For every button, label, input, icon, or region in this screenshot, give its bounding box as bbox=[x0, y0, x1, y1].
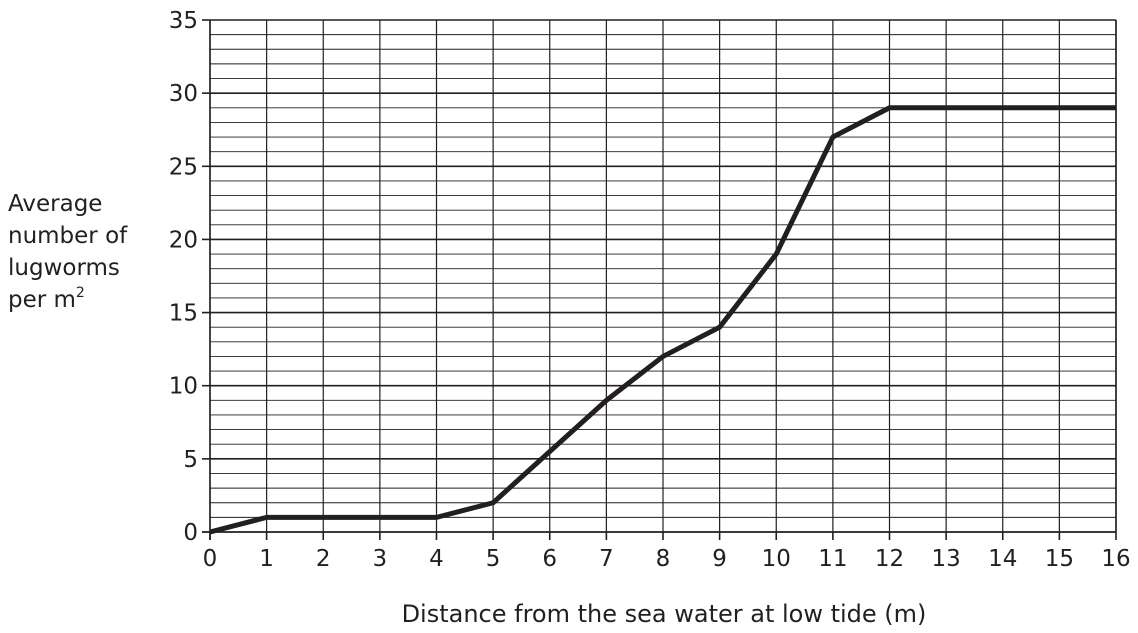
y-tick-label: 25 bbox=[169, 154, 198, 180]
x-tick-label: 9 bbox=[712, 546, 727, 572]
y-tick-label: 20 bbox=[169, 227, 198, 253]
x-tick-label: 2 bbox=[316, 546, 331, 572]
y-tick-label: 5 bbox=[183, 447, 198, 473]
x-tick-label: 11 bbox=[818, 546, 847, 572]
x-tick-label: 10 bbox=[762, 546, 791, 572]
y-axis-label-line-2: number of bbox=[8, 223, 128, 249]
series-line bbox=[209, 105, 1116, 535]
chart-grid bbox=[209, 19, 1117, 533]
chart-axes bbox=[202, 19, 1117, 540]
data-series bbox=[209, 105, 1116, 535]
x-tick-label: 12 bbox=[875, 546, 904, 572]
x-tick-label: 14 bbox=[988, 546, 1017, 572]
x-tick-label: 6 bbox=[542, 546, 557, 572]
x-tick-label: 7 bbox=[599, 546, 614, 572]
y-axis-label-line-4: per m2 bbox=[8, 284, 127, 316]
y-axis-label-superscript: 2 bbox=[75, 285, 85, 301]
x-tick-label: 13 bbox=[931, 546, 960, 572]
y-axis-label-line-3: lugworms bbox=[8, 255, 120, 281]
y-tick-label: 15 bbox=[169, 301, 198, 327]
x-tick-label: 4 bbox=[429, 546, 444, 572]
x-tick-label: 5 bbox=[486, 546, 501, 572]
y-axis-label-line-1: Average bbox=[8, 191, 103, 217]
x-tick-label: 15 bbox=[1045, 546, 1074, 572]
y-axis-label-unit: per m bbox=[8, 287, 76, 313]
x-tick-label: 3 bbox=[373, 546, 388, 572]
x-tick-label: 16 bbox=[1101, 546, 1130, 572]
y-axis-label: Average number of lugworms per m2 bbox=[8, 188, 127, 316]
y-tick-label: 35 bbox=[169, 8, 198, 34]
x-axis-label: Distance from the sea water at low tide … bbox=[401, 600, 927, 628]
y-tick-label: 0 bbox=[183, 520, 198, 546]
y-tick-label: 10 bbox=[169, 374, 198, 400]
x-tick-label: 1 bbox=[259, 546, 274, 572]
y-tick-label: 30 bbox=[169, 81, 198, 107]
x-tick-label: 0 bbox=[203, 546, 218, 572]
x-tick-label: 8 bbox=[656, 546, 671, 572]
